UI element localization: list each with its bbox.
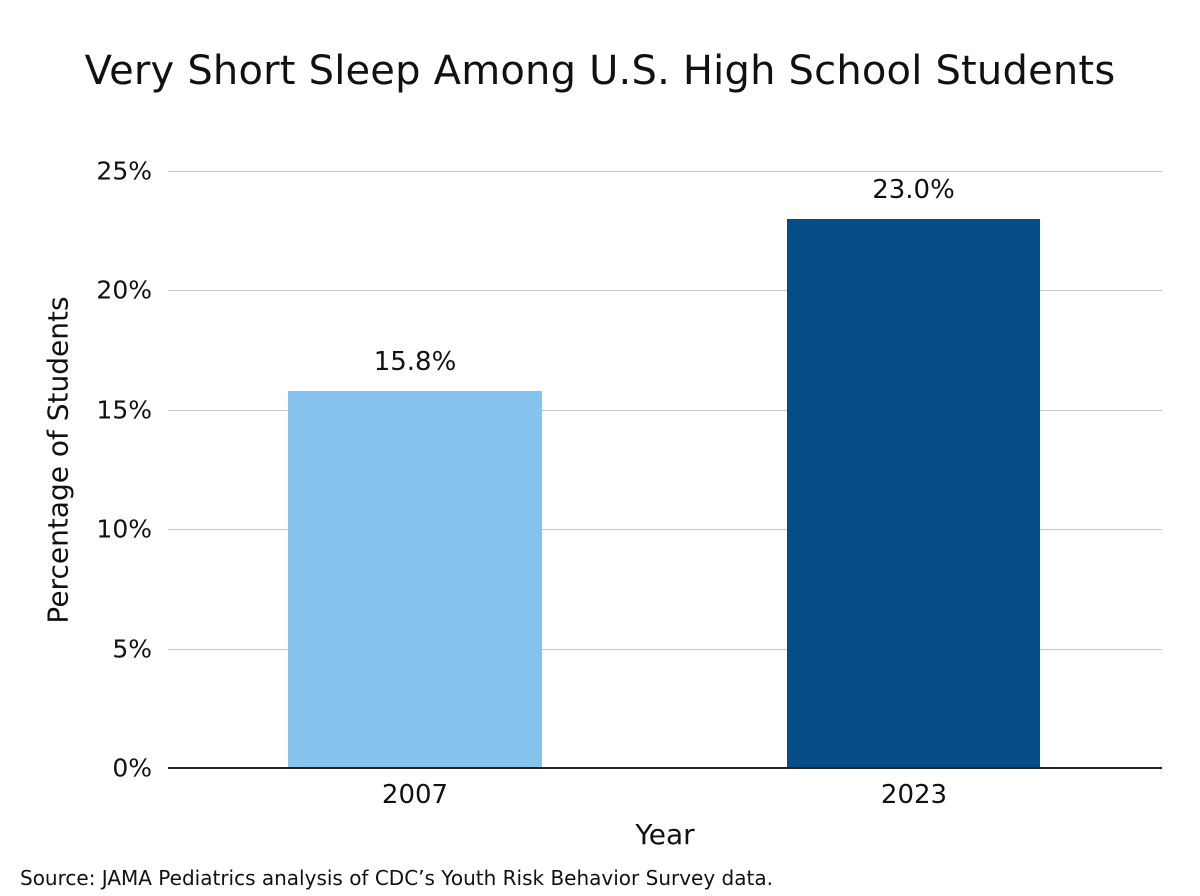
bar-value-label-2007: 15.8% xyxy=(373,346,457,377)
x-tick-2007: 2007 xyxy=(381,780,449,810)
bar-value-label-2023: 23.0% xyxy=(872,174,955,205)
gridline-5 xyxy=(168,649,1162,650)
y-tick-20: 20% xyxy=(96,275,152,305)
x-axis-line xyxy=(168,767,1162,769)
y-axis-label: Percentage of Students xyxy=(41,296,75,624)
y-tick-15: 15% xyxy=(96,395,152,425)
bar-2023: 23.0% xyxy=(787,175,1040,768)
gridline-20 xyxy=(168,290,1162,291)
plot-area: 15.8% 23.0% xyxy=(168,171,1162,769)
source-note: Source: JAMA Pediatrics analysis of CDC’… xyxy=(20,866,773,890)
y-tick-25: 25% xyxy=(96,156,152,186)
gridline-25 xyxy=(168,171,1162,172)
x-axis-label: Year xyxy=(635,818,695,851)
gridline-15 xyxy=(168,410,1162,411)
gridline-10 xyxy=(168,529,1162,530)
bar-2007: 15.8% xyxy=(288,347,542,768)
y-tick-10: 10% xyxy=(96,514,152,544)
chart-title: Very Short Sleep Among U.S. High School … xyxy=(84,48,1116,94)
y-tick-0: 0% xyxy=(112,753,152,783)
x-tick-2023: 2023 xyxy=(880,780,948,810)
y-tick-5: 5% xyxy=(112,634,152,664)
